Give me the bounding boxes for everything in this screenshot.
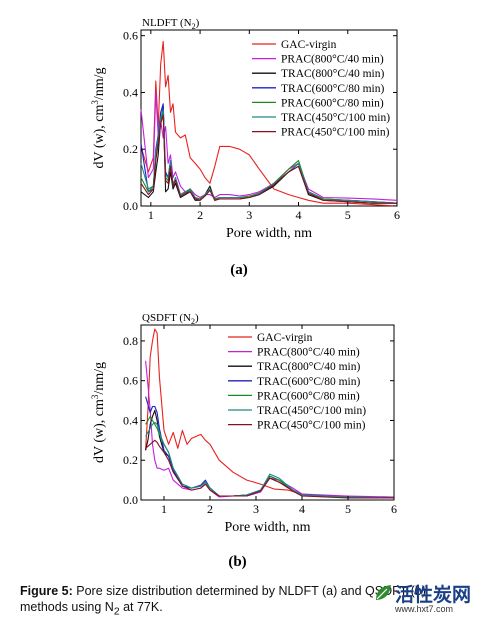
y-tick-label: 0.4 [123,85,138,99]
series-line-trac-450-c-100-min [145,421,395,499]
series-line-prac-450-c-100-min [140,114,397,204]
x-tick-label: 1 [161,502,167,516]
y-tick-label: 0.0 [123,493,138,507]
y-tick-label: 0.4 [123,413,138,427]
legend-label-prac-800-c-40-min: PRAC(800°C/40 min) [257,347,360,359]
figure-caption: Figure 5: Pore size distribution determi… [20,583,470,621]
y-tick-label: 0.8 [123,334,138,348]
y-tick-label: 0.2 [123,142,138,156]
x-tick-label: 3 [246,208,252,222]
y-tick-label: 0.2 [123,453,138,467]
caption-text: Pore size distribution determined by NLD… [20,584,426,614]
panel-method-title: QSDFT (N2) [142,312,199,326]
y-axis-label: dV (w), cm3/nm/g [90,67,107,168]
series-line-prac-450-c-100-min [145,439,394,499]
legend-label-prac-600-c-80-min: PRAC(600°C/80 min) [281,97,384,109]
panel-letter: (b) [228,554,246,570]
x-axis-label: Pore width, nm [226,226,312,241]
watermark-logo: 活性炭网 www.hxt7.com [373,580,477,618]
caption-tail: at 77K. [119,600,163,614]
watermark-url: www.hxt7.com [395,604,454,614]
legend-label-gac-virgin: GAC-virgin [281,39,337,51]
legend-label-trac-600-c-80-min: TRAC(600°C/80 min) [257,376,360,388]
series-line-prac-600-c-80-min [140,111,398,204]
x-tick-label: 5 [345,208,351,222]
chart-panel-a: 1 2 3 4 5 6 0.0 0.2 0.4 0.6 NLDFT (N2) Pore width, … [90,17,400,278]
legend-label-prac-450-c-100-min: PRAC(450°C/100 min) [257,420,366,432]
panel-method-title: NLDFT (N2) [142,17,200,31]
legend-label-trac-450-c-100-min: TRAC(450°C/100 min) [257,405,366,417]
x-tick-label: 2 [207,502,213,516]
legend-label-gac-virgin: GAC-virgin [257,332,313,344]
y-tick-label: 0.6 [123,374,138,388]
x-tick-label: 6 [391,502,397,516]
chart-panel-b: 1 2 3 4 5 6 0.0 0.2 0.4 0.6 0.8 QSDFT (N2) Pore widt… [90,312,397,570]
legend-label-prac-450-c-100-min: PRAC(450°C/100 min) [281,127,390,139]
legend-label-trac-800-c-40-min: TRAC(800°C/40 min) [257,361,360,373]
x-tick-label: 5 [345,502,351,516]
x-tick-label: 1 [148,208,154,222]
x-tick-label: 2 [197,208,203,222]
watermark-name: 活性炭网 [395,584,472,606]
series-line-prac-800-c-40-min [140,91,398,201]
plot-frame [140,29,398,207]
panel-letter: (a) [230,262,248,278]
x-tick-label: 4 [296,208,302,222]
series-line-gac-virgin [145,328,395,499]
x-tick-label: 6 [394,208,400,222]
caption-subscript: 2 [113,606,120,618]
leaf-icon [376,585,391,600]
legend-label-trac-800-c-40-min: TRAC(800°C/40 min) [281,68,384,80]
x-axis-label: Pore width, nm [225,520,311,535]
legend-label-trac-450-c-100-min: TRAC(450°C/100 min) [281,112,390,124]
legend-label-prac-600-c-80-min: PRAC(600°C/80 min) [257,390,360,402]
x-tick-label: 3 [253,502,259,516]
legend-label-prac-800-c-40-min: PRAC(800°C/40 min) [281,54,384,66]
series-line-gac-virgin [140,40,398,207]
caption-label: Figure 5: [20,584,73,598]
x-tick-label: 4 [299,502,305,516]
y-axis-label: dV (w), cm3/nm/g [90,362,107,463]
y-tick-label: 0.0 [123,199,138,213]
legend-label-trac-600-c-80-min: TRAC(600°C/80 min) [281,83,384,95]
y-tick-label: 0.6 [123,29,138,43]
plot-frame [140,324,395,501]
